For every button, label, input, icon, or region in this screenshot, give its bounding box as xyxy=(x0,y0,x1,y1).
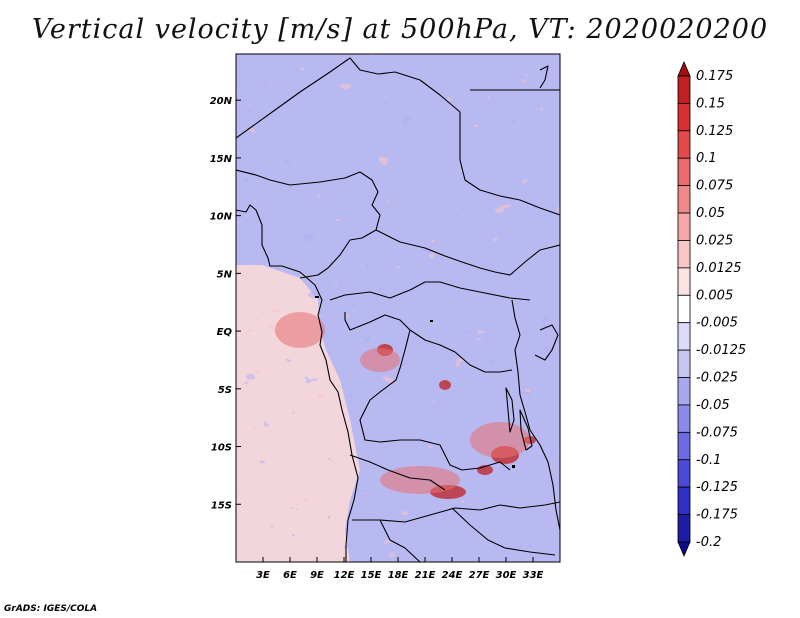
colorbar-label: 0.075 xyxy=(696,179,733,194)
latitude-axis: 20N 15N 10N 5N EQ 5S 10S 15S xyxy=(210,96,241,511)
colorbar-label: 0.025 xyxy=(696,233,733,248)
lat-tick-label: 5N xyxy=(217,269,233,280)
lon-tick-label: 12E xyxy=(334,570,355,581)
colorbar-label: 0.0125 xyxy=(696,261,742,276)
lon-tick-label: 3E xyxy=(256,570,270,581)
colorbar-top-arrow xyxy=(677,60,691,77)
colorbar-label: 0.175 xyxy=(696,69,733,84)
lon-tick-label: 9E xyxy=(310,570,324,581)
colorbar-label: 0.125 xyxy=(696,124,733,139)
colorbar-label: -0.0125 xyxy=(696,343,746,358)
lon-tick-label: 21E xyxy=(415,570,436,581)
colorbar-swatch xyxy=(677,322,691,351)
lon-tick-label: 18E xyxy=(388,570,409,581)
colorbar-label: -0.175 xyxy=(696,508,738,523)
colorbar: 0.175 0.15 0.125 0.1 0.075 0.05 0.025 0.0125 0.0… xyxy=(677,60,746,558)
colorbar-swatch xyxy=(677,486,691,515)
lat-tick-label: 15S xyxy=(211,500,232,511)
lat-tick-label: 10S xyxy=(211,443,232,454)
colorbar-swatch xyxy=(677,212,691,241)
lat-tick-label: 20N xyxy=(210,96,233,107)
colorbar-label: 0.05 xyxy=(696,206,725,221)
colorbar-swatch xyxy=(677,377,691,406)
colorbar-label: -0.1 xyxy=(696,453,721,468)
lon-tick-label: 27E xyxy=(469,570,490,581)
colorbar-swatch xyxy=(677,130,691,159)
lat-tick-label: 5S xyxy=(218,385,232,396)
colorbar-swatch xyxy=(677,431,691,461)
colorbar-swatch xyxy=(677,75,691,104)
colorbar-label: -0.125 xyxy=(696,480,738,495)
lat-tick-label: 15N xyxy=(210,154,233,165)
lon-tick-label: 6E xyxy=(283,570,297,581)
colorbar-label: -0.2 xyxy=(696,535,721,550)
longitude-axis: 3E 6E 9E 12E 15E 18E 21E 24E 27E 30E 33E xyxy=(256,557,544,581)
grads-credit: GrADS: IGES/COLA xyxy=(4,604,98,614)
colorbar-bottom-arrow xyxy=(677,541,691,558)
lon-tick-label: 30E xyxy=(496,570,517,581)
velocity-field xyxy=(236,54,560,562)
colorbar-label: 0.005 xyxy=(696,288,733,303)
colorbar-swatch xyxy=(677,349,691,378)
map-panel xyxy=(235,53,561,563)
colorbar-label: 0.15 xyxy=(696,96,725,111)
colorbar-swatch xyxy=(677,404,691,433)
lat-tick-label: EQ xyxy=(217,327,233,338)
colorbar-swatch xyxy=(677,459,691,488)
lat-tick-label: 10N xyxy=(210,212,233,223)
colorbar-swatch xyxy=(677,157,691,187)
colorbar-label: -0.005 xyxy=(696,316,738,331)
colorbar-label: -0.075 xyxy=(696,425,738,440)
lon-tick-label: 15E xyxy=(361,570,382,581)
colorbar-swatch xyxy=(677,267,691,296)
colorbar-label: 0.1 xyxy=(696,151,717,166)
colorbar-swatch xyxy=(677,514,691,543)
colorbar-swatch xyxy=(677,240,691,269)
colorbar-swatch xyxy=(677,103,691,132)
chart-title: Vertical velocity [m/s] at 500hPa, VT: 2… xyxy=(31,14,769,45)
colorbar-label: -0.025 xyxy=(696,371,738,386)
lon-tick-label: 24E xyxy=(442,570,463,581)
lon-tick-label: 33E xyxy=(523,570,544,581)
colorbar-swatch xyxy=(677,294,691,324)
colorbar-swatch xyxy=(677,185,691,214)
colorbar-label: -0.05 xyxy=(696,398,730,413)
